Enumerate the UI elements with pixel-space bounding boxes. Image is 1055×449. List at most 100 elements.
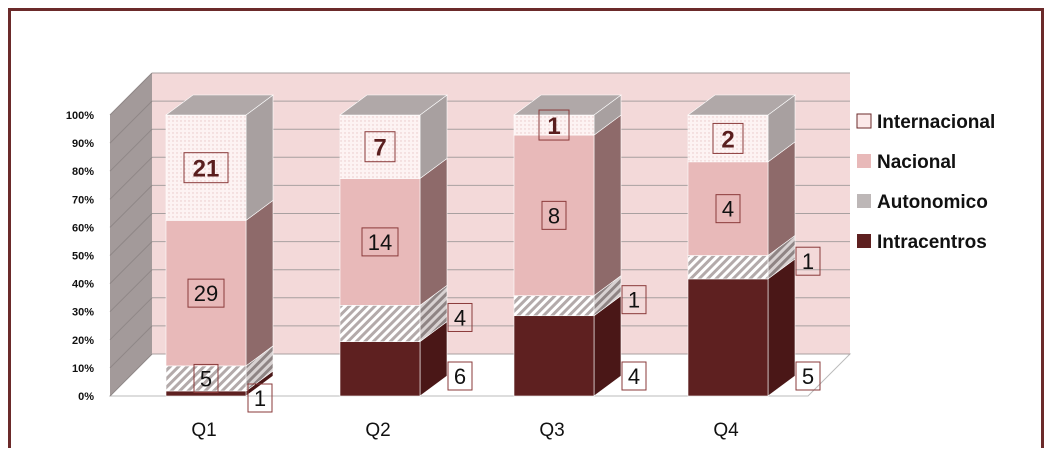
gridline-side — [109, 241, 153, 284]
bar-intracentros — [513, 315, 595, 397]
bar-autonomico — [513, 295, 595, 317]
bar-nacional — [513, 134, 595, 296]
legend-item: Internacional — [856, 112, 995, 133]
bar-top — [339, 94, 448, 116]
y-tick-label: 20% — [72, 335, 94, 347]
bar-autonomico — [339, 305, 421, 342]
bar-side-nacional — [593, 114, 622, 297]
data-label-box — [187, 278, 225, 308]
data-label: 4 — [715, 194, 741, 224]
y-tick-label: 60% — [72, 222, 94, 234]
data-label-text: 2 — [721, 126, 734, 153]
bar-top — [165, 94, 274, 116]
bar-side-intracentros — [767, 258, 796, 397]
data-label-box — [183, 152, 229, 184]
legend-swatch — [857, 154, 871, 168]
data-label: 5 — [193, 363, 219, 393]
gridline-side — [109, 353, 153, 397]
data-label: 5 — [795, 361, 821, 391]
data-label-box — [621, 285, 647, 315]
bar-side-internacional — [245, 94, 274, 221]
bar-autonomico — [687, 255, 769, 280]
y-tick-label: 50% — [72, 251, 94, 263]
gridline-side — [109, 269, 153, 313]
y-tick-label: 10% — [72, 363, 94, 375]
y-tick-label: 0% — [78, 391, 94, 403]
data-label: 1 — [247, 383, 273, 413]
data-label-box — [795, 361, 821, 391]
bar-intracentros — [687, 278, 769, 397]
data-label-text: 1 — [547, 113, 560, 140]
bar-intracentros — [339, 341, 421, 397]
y-tick-label: 30% — [72, 307, 94, 319]
data-label: 2 — [712, 122, 744, 154]
legend-swatch — [856, 113, 872, 129]
data-label-box — [447, 361, 473, 391]
data-label-text: 4 — [454, 305, 466, 330]
bar-top — [687, 94, 796, 116]
gridline-side — [109, 156, 153, 200]
gridline-side — [109, 72, 153, 116]
data-label: 14 — [361, 227, 399, 257]
gridline-side — [109, 325, 153, 369]
legend-item: Autonomico — [857, 192, 988, 213]
y-tick-label: 80% — [72, 166, 94, 178]
legend-label: Nacional — [877, 152, 956, 173]
data-label-text: 1 — [802, 249, 814, 274]
data-label: 4 — [621, 361, 647, 391]
data-label-text: 14 — [368, 230, 392, 255]
y-tick-label: 70% — [72, 194, 94, 206]
data-label-box — [364, 131, 396, 163]
data-label-text: 7 — [373, 135, 386, 162]
data-label: 8 — [541, 200, 567, 230]
bar-nacional — [339, 178, 421, 306]
y-tick-label: 90% — [72, 138, 94, 150]
legend-label: Internacional — [877, 112, 995, 133]
gridline-side — [109, 128, 153, 172]
bar-internacional — [339, 114, 421, 179]
bar-nacional — [687, 161, 769, 256]
legend-swatch — [857, 194, 871, 208]
data-label-box — [541, 200, 567, 230]
data-label-text: 4 — [628, 364, 640, 389]
data-label: 7 — [364, 131, 396, 163]
data-label-text: 29 — [194, 281, 218, 306]
legend-label: Autonomico — [877, 192, 988, 213]
x-tick-label: Q3 — [539, 420, 564, 441]
data-label-box — [361, 227, 399, 257]
y-tick-label: 40% — [72, 279, 94, 291]
data-label-text: 1 — [254, 386, 266, 411]
gridline-side — [109, 185, 153, 228]
legend-swatch — [857, 234, 871, 248]
data-label-text: 21 — [193, 156, 220, 183]
data-label-text: 5 — [802, 364, 814, 389]
data-label-box — [447, 302, 473, 332]
data-label-text: 1 — [628, 288, 640, 313]
y-tick-label: 100% — [66, 110, 94, 122]
data-label-box — [715, 194, 741, 224]
data-label-box — [247, 383, 273, 413]
gridline-side — [109, 297, 153, 341]
gridline-side — [109, 100, 153, 144]
data-label-text: 6 — [454, 364, 466, 389]
data-label-text: 5 — [200, 366, 212, 391]
data-label: 29 — [187, 278, 225, 308]
bar-autonomico — [165, 365, 247, 392]
data-label: 6 — [447, 361, 473, 391]
legend-item: Nacional — [857, 152, 956, 173]
legend-label: Intracentros — [877, 232, 987, 253]
legend-item: Intracentros — [857, 232, 987, 253]
data-label: 1 — [538, 109, 570, 141]
data-label-box — [193, 363, 219, 393]
data-label-box — [621, 361, 647, 391]
x-tick-label: Q1 — [191, 420, 216, 441]
bar-intracentros — [165, 390, 247, 397]
data-label: 4 — [447, 302, 473, 332]
data-label-text: 8 — [548, 203, 560, 228]
data-label: 21 — [183, 152, 229, 184]
data-label-text: 4 — [722, 197, 734, 222]
x-tick-label: Q2 — [365, 420, 390, 441]
data-label-box — [795, 246, 821, 276]
bar-nacional — [165, 220, 247, 367]
